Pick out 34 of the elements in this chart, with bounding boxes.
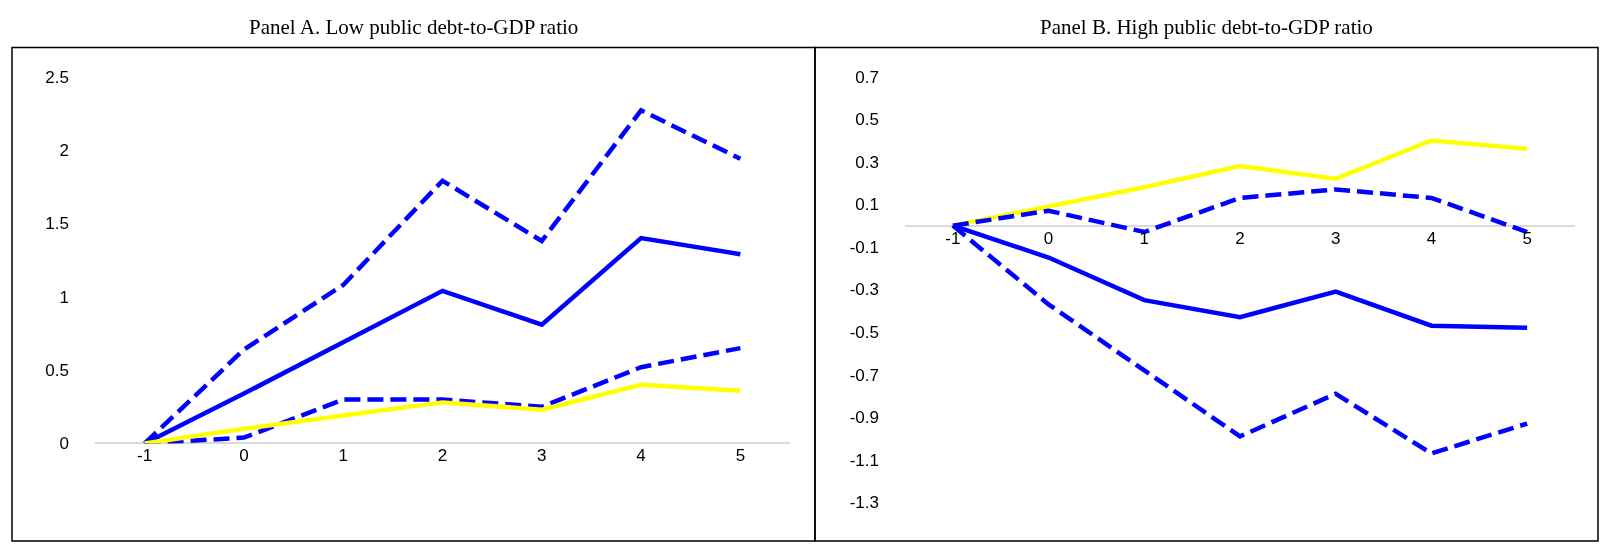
chart-title: Panel B. High public debt-to-GDP ratio bbox=[1040, 15, 1373, 39]
x-tick-label: 1 bbox=[338, 446, 348, 466]
y-tick-label: 2.5 bbox=[45, 67, 69, 87]
y-tick-label: 1.5 bbox=[45, 214, 69, 234]
x-tick-label: 3 bbox=[537, 446, 547, 466]
y-tick-label: 0.5 bbox=[855, 110, 879, 130]
y-tick-label: 0.7 bbox=[855, 67, 879, 87]
x-tick-label: 0 bbox=[239, 446, 249, 466]
y-tick-label: 1 bbox=[59, 287, 69, 307]
y-tick-label: -0.5 bbox=[849, 323, 879, 343]
y-tick-label: -1.3 bbox=[849, 493, 879, 513]
line-series bbox=[142, 382, 743, 444]
y-tick-label: 0.5 bbox=[45, 361, 69, 381]
x-tick-label: 1 bbox=[1139, 228, 1150, 248]
x-tick-label: 4 bbox=[636, 446, 646, 466]
y-tick-label: -0.1 bbox=[849, 237, 879, 257]
x-tick-label: -1 bbox=[137, 446, 153, 466]
x-tick-label: 2 bbox=[1235, 228, 1245, 248]
line-series bbox=[950, 138, 1530, 228]
x-tick-label: 5 bbox=[735, 446, 746, 466]
chart-title: Panel A. Low public debt-to-GDP ratio bbox=[249, 15, 579, 39]
y-tick-label: 2 bbox=[59, 140, 69, 160]
y-tick-label: -0.7 bbox=[849, 365, 879, 385]
y-tick-label: 0.1 bbox=[855, 195, 879, 215]
y-tick-label: -0.3 bbox=[849, 280, 879, 300]
x-tick-label: 5 bbox=[1522, 228, 1532, 248]
y-tick-label: -1.1 bbox=[849, 450, 879, 470]
x-tick-label: 0 bbox=[1043, 228, 1054, 248]
y-tick-label: -0.9 bbox=[849, 408, 879, 428]
x-tick-label: 2 bbox=[437, 446, 448, 466]
x-tick-label: -1 bbox=[945, 228, 961, 248]
y-tick-label: 0.3 bbox=[855, 152, 879, 172]
x-tick-label: 4 bbox=[1426, 228, 1437, 248]
x-tick-label: 3 bbox=[1330, 228, 1341, 248]
